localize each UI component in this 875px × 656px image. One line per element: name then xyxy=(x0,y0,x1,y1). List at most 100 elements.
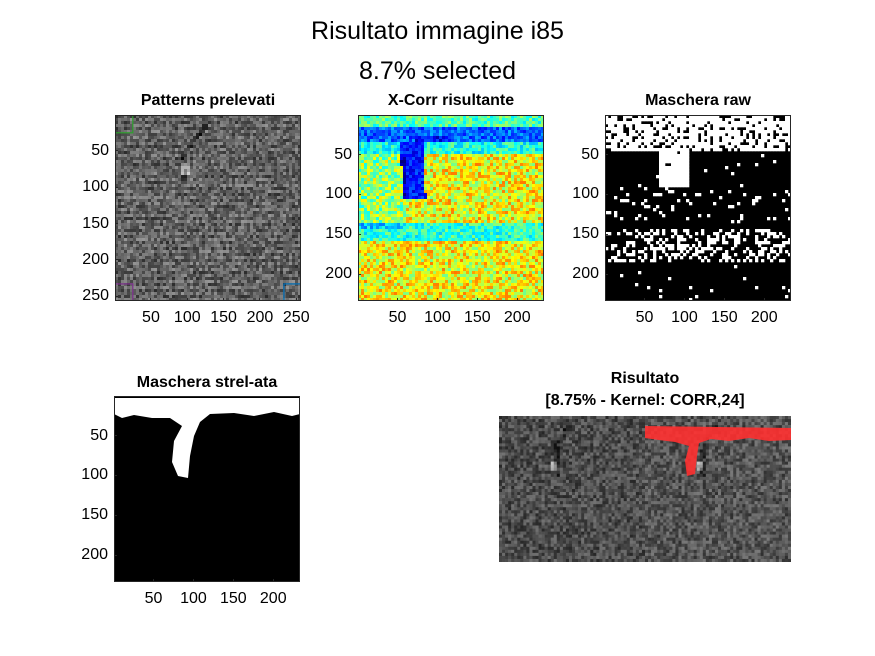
texture-cell xyxy=(196,259,200,263)
texture-cell xyxy=(178,274,182,278)
texture-cell xyxy=(226,295,230,299)
texture-cell xyxy=(157,259,161,263)
texture-cell xyxy=(157,169,161,173)
xcorr-cell xyxy=(523,121,527,125)
texture-cell xyxy=(229,193,233,197)
texture-cell xyxy=(235,244,239,248)
texture-cell xyxy=(199,256,203,260)
texture-cell xyxy=(226,166,230,170)
xcorr-cell xyxy=(421,148,425,152)
texture-cell xyxy=(148,262,152,266)
texture-cell xyxy=(232,298,236,301)
xcorr-cell xyxy=(538,163,542,167)
texture-cell xyxy=(205,232,209,236)
texture-cell xyxy=(271,265,275,269)
texture-cell xyxy=(199,163,203,167)
xcorr-cell xyxy=(391,160,395,164)
texture-cell xyxy=(283,169,287,173)
xcorr-cell xyxy=(517,142,521,146)
texture-cell xyxy=(133,286,137,290)
texture-cell xyxy=(121,196,125,200)
texture-cell xyxy=(265,229,269,233)
texture-cell xyxy=(163,217,167,221)
xcorr-cell xyxy=(367,154,371,158)
texture-cell xyxy=(172,175,176,179)
xcorr-cell xyxy=(496,127,500,131)
texture-cell xyxy=(181,184,185,188)
texture-cell xyxy=(274,187,278,191)
texture-cell xyxy=(277,229,281,233)
xcorr-cell xyxy=(436,136,440,140)
xcorr-cell xyxy=(520,157,524,161)
texture-cell xyxy=(187,256,191,260)
texture-cell xyxy=(277,265,281,269)
xcorr-cell xyxy=(364,145,368,149)
texture-cell xyxy=(241,121,245,125)
texture-cell xyxy=(229,160,233,164)
texture-cell xyxy=(187,220,191,224)
xcorr-cell xyxy=(532,160,536,164)
texture-cell xyxy=(154,178,158,182)
texture-cell xyxy=(262,154,266,158)
texture-cell xyxy=(127,277,131,281)
texture-cell xyxy=(205,229,209,233)
xcorr-cell xyxy=(511,148,515,152)
texture-cell xyxy=(289,208,293,212)
texture-cell xyxy=(145,253,149,257)
texture-cell xyxy=(268,289,272,293)
xcorr-cell xyxy=(400,127,404,131)
xcorr-cell xyxy=(454,157,458,161)
texture-cell xyxy=(169,217,173,221)
texture-cell xyxy=(256,142,260,146)
texture-cell xyxy=(145,148,149,152)
texture-cell xyxy=(190,115,194,119)
xcorr-cell xyxy=(529,151,533,155)
xcorr-cell xyxy=(454,115,458,119)
xcorr-cell xyxy=(532,136,536,140)
texture-cell xyxy=(226,193,230,197)
texture-cell xyxy=(169,286,173,290)
texture-cell xyxy=(253,265,257,269)
texture-cell xyxy=(121,163,125,167)
texture-cell xyxy=(169,199,173,203)
xcorr-cell xyxy=(370,118,374,122)
xcorr-cell xyxy=(484,121,488,125)
texture-cell xyxy=(265,235,269,239)
texture-cell xyxy=(148,220,152,224)
texture-cell xyxy=(289,247,293,251)
texture-cell xyxy=(130,130,134,134)
xcorr-cell xyxy=(433,142,437,146)
texture-cell xyxy=(130,133,134,137)
texture-cell xyxy=(256,250,260,254)
texture-cell xyxy=(190,178,194,182)
patterns-canvas xyxy=(115,115,301,301)
texture-cell xyxy=(124,283,128,287)
texture-cell xyxy=(163,289,167,293)
texture-cell xyxy=(124,271,128,275)
texture-cell xyxy=(241,184,245,188)
xcorr-cell xyxy=(382,163,386,167)
texture-cell xyxy=(124,217,128,221)
texture-cell xyxy=(262,238,266,242)
texture-cell xyxy=(235,253,239,257)
texture-cell xyxy=(238,244,242,248)
xcorr-cell xyxy=(499,118,503,122)
xcorr-cell xyxy=(454,130,458,134)
xcorr-cell xyxy=(367,133,371,137)
xcorr-cell xyxy=(382,148,386,152)
texture-cell xyxy=(178,157,182,161)
xcorr-cell xyxy=(514,124,518,128)
texture-cell xyxy=(151,241,155,245)
texture-cell xyxy=(145,292,149,296)
texture-cell xyxy=(187,229,191,233)
texture-cell xyxy=(181,280,185,284)
texture-cell xyxy=(268,205,272,209)
texture-cell xyxy=(244,115,248,119)
texture-cell xyxy=(247,154,251,158)
x-tick-mark xyxy=(150,298,152,301)
xcorr-cell xyxy=(397,133,401,137)
texture-cell xyxy=(190,202,194,206)
texture-cell xyxy=(160,157,164,161)
xcorr-cell xyxy=(505,130,509,134)
texture-cell xyxy=(151,298,155,301)
